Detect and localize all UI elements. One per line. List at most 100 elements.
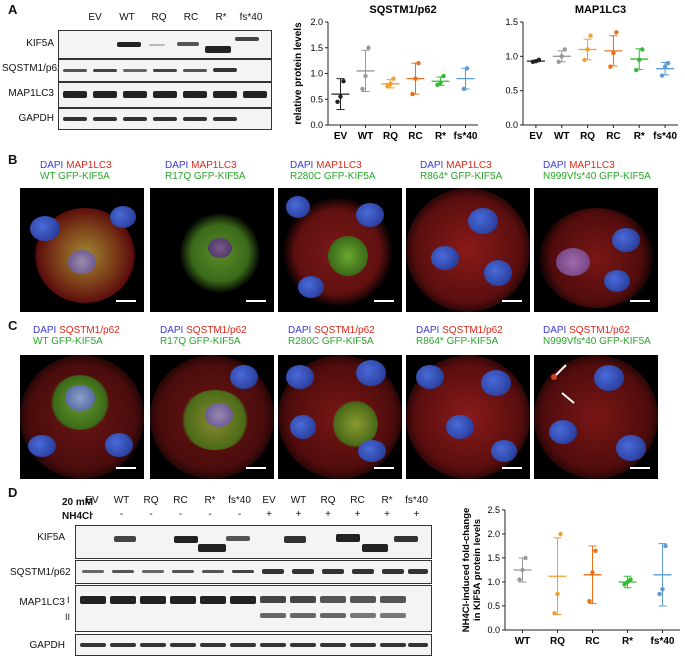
caption-marker: SQSTM1/p62 [569, 325, 630, 336]
chart-sqstm1: SQSTM1/p62 0.0 0.5 1.0 1.5 2.0 relative protei… [293, 4, 478, 142]
x-tick-label: WT [515, 636, 531, 647]
blot-d-lc3-strip [75, 585, 432, 632]
x-tick-label: fs*40 [454, 131, 478, 142]
blot-d-lane-label: RQ [320, 495, 336, 506]
data-point [464, 66, 470, 71]
blot-d-treatment-sign: - [149, 509, 153, 520]
caption-marker: SQSTM1/p62 [59, 325, 120, 336]
data-point [662, 64, 668, 69]
treatment-label-2: NH4Cl [62, 511, 93, 522]
y-tick-label: 1.5 [505, 17, 518, 27]
caption-dapi: DAPI [33, 325, 57, 336]
y-tick-label: 1.0 [487, 577, 500, 587]
data-point [360, 86, 365, 92]
blot-d-lane-label: R* [204, 495, 216, 506]
blot-d-lane-label: R* [381, 495, 393, 506]
data-point [625, 579, 630, 585]
caption-gfp: WT GFP-KIF5A [33, 336, 103, 347]
data-point [588, 33, 593, 38]
blot-a-gapdh-strip [58, 108, 272, 130]
blot-d-lane-label: RC [350, 495, 365, 506]
data-point [536, 57, 542, 62]
caption-gfp: R864* GFP-KIF5A [416, 336, 499, 347]
caption-dapi: DAPI [543, 160, 567, 171]
micrograph-b-r280c [278, 188, 402, 312]
x-tick-label: fs*40 [651, 636, 675, 647]
blot-d-treatment-sign: - [119, 509, 124, 520]
x-tick-label: R* [622, 636, 633, 647]
blot-a-kif5a-strip [58, 30, 272, 59]
data-point [441, 73, 446, 79]
blot-d-row-label: SQSTM1/p62 [10, 567, 71, 578]
data-point [555, 591, 560, 597]
caption-b-4: DAPI MAP1LC3 R864* GFP-KIF5A [420, 160, 502, 182]
x-tick-label: RQ [383, 131, 398, 142]
blot-d-treatment-sign: - [90, 509, 94, 520]
blot-a-lane-label: RC [183, 12, 199, 23]
blot-a-row-label: SQSTM1/p62 [2, 63, 63, 74]
blot-d-treatment-sign: + [325, 509, 331, 520]
caption-marker: SQSTM1/p62 [314, 325, 375, 336]
caption-marker: SQSTM1/p62 [186, 325, 247, 336]
panel-letter-b: B [8, 152, 18, 167]
data-point [663, 543, 668, 549]
blot-d-treatment-sign: + [295, 509, 302, 520]
y-tick-label: 0.5 [487, 601, 500, 611]
caption-gfp: R280C GFP-KIF5A [290, 171, 376, 182]
blot-d-row-label: MAP1LC3 [19, 597, 65, 608]
x-tick-label: EV [529, 131, 543, 142]
lc3-form-i: I [67, 595, 70, 605]
blot-d-lane-label: EV [262, 495, 276, 506]
blot-d-lane-label: EV [85, 495, 99, 506]
x-tick-label: WT [554, 131, 570, 142]
caption-marker: MAP1LC3 [316, 160, 362, 171]
y-tick-label: 1.0 [310, 69, 323, 79]
y-tick-label: 2.0 [487, 529, 500, 539]
data-point [385, 84, 390, 89]
y-axis-label: NH4Cl-induced fold-change [461, 508, 472, 633]
caption-dapi: DAPI [420, 160, 444, 171]
micrograph-b-r17q [150, 188, 274, 312]
caption-dapi: DAPI [290, 160, 314, 171]
data-point [614, 30, 619, 35]
blot-a-row-label: GAPDH [18, 113, 54, 124]
blot-d-treatment-sign: + [384, 509, 390, 520]
caption-b-5: DAPI MAP1LC3 N999Vfs*40 GFP-KIF5A [543, 160, 651, 182]
y-tick-label: 0.5 [310, 94, 323, 104]
caption-dapi: DAPI [40, 160, 64, 171]
chart-title: MAP1LC3 [575, 4, 626, 16]
data-point [366, 45, 371, 50]
micrograph-b-n999vfs [534, 188, 658, 312]
data-point [634, 67, 639, 73]
data-point [562, 47, 567, 52]
treatment-label-1: 20 mM [62, 497, 94, 508]
blot-d-treatment-sign: - [178, 509, 183, 520]
caption-c-3: DAPI SQSTM1/p62 R280C GFP-KIF5A [288, 325, 375, 347]
caption-dapi: DAPI [160, 325, 184, 336]
data-point [552, 611, 557, 616]
y-tick-label: 1.0 [505, 51, 518, 61]
x-tick-label: RC [408, 131, 422, 142]
x-tick-label: RQ [580, 131, 595, 142]
blot-d-row-label: KIF5A [37, 532, 65, 543]
data-point [608, 64, 613, 69]
data-point [660, 587, 665, 592]
data-point [517, 577, 522, 582]
blot-d-p62-strip [75, 560, 432, 584]
chart-map1lc3: MAP1LC3 0.0 0.5 1.0 1.5 EV WT RQ RC R* fs*40 [505, 4, 678, 142]
data-point [338, 94, 343, 99]
panel-letter-c: C [8, 318, 18, 333]
caption-c-2: DAPI SQSTM1/p62 R17Q GFP-KIF5A [160, 325, 247, 347]
data-point [523, 555, 528, 561]
blot-d-treatment-sign: + [413, 509, 420, 520]
data-point [665, 61, 671, 66]
caption-b-3: DAPI MAP1LC3 R280C GFP-KIF5A [290, 160, 376, 182]
blot-a-lane-label: WT [119, 12, 135, 23]
micrograph-b-r864 [406, 188, 530, 312]
caption-dapi: DAPI [416, 325, 440, 336]
caption-dapi: DAPI [165, 160, 189, 171]
y-tick-label: 0.5 [505, 86, 518, 96]
data-point [611, 50, 616, 56]
caption-marker: MAP1LC3 [446, 160, 492, 171]
micrograph-b-wt [20, 188, 144, 312]
